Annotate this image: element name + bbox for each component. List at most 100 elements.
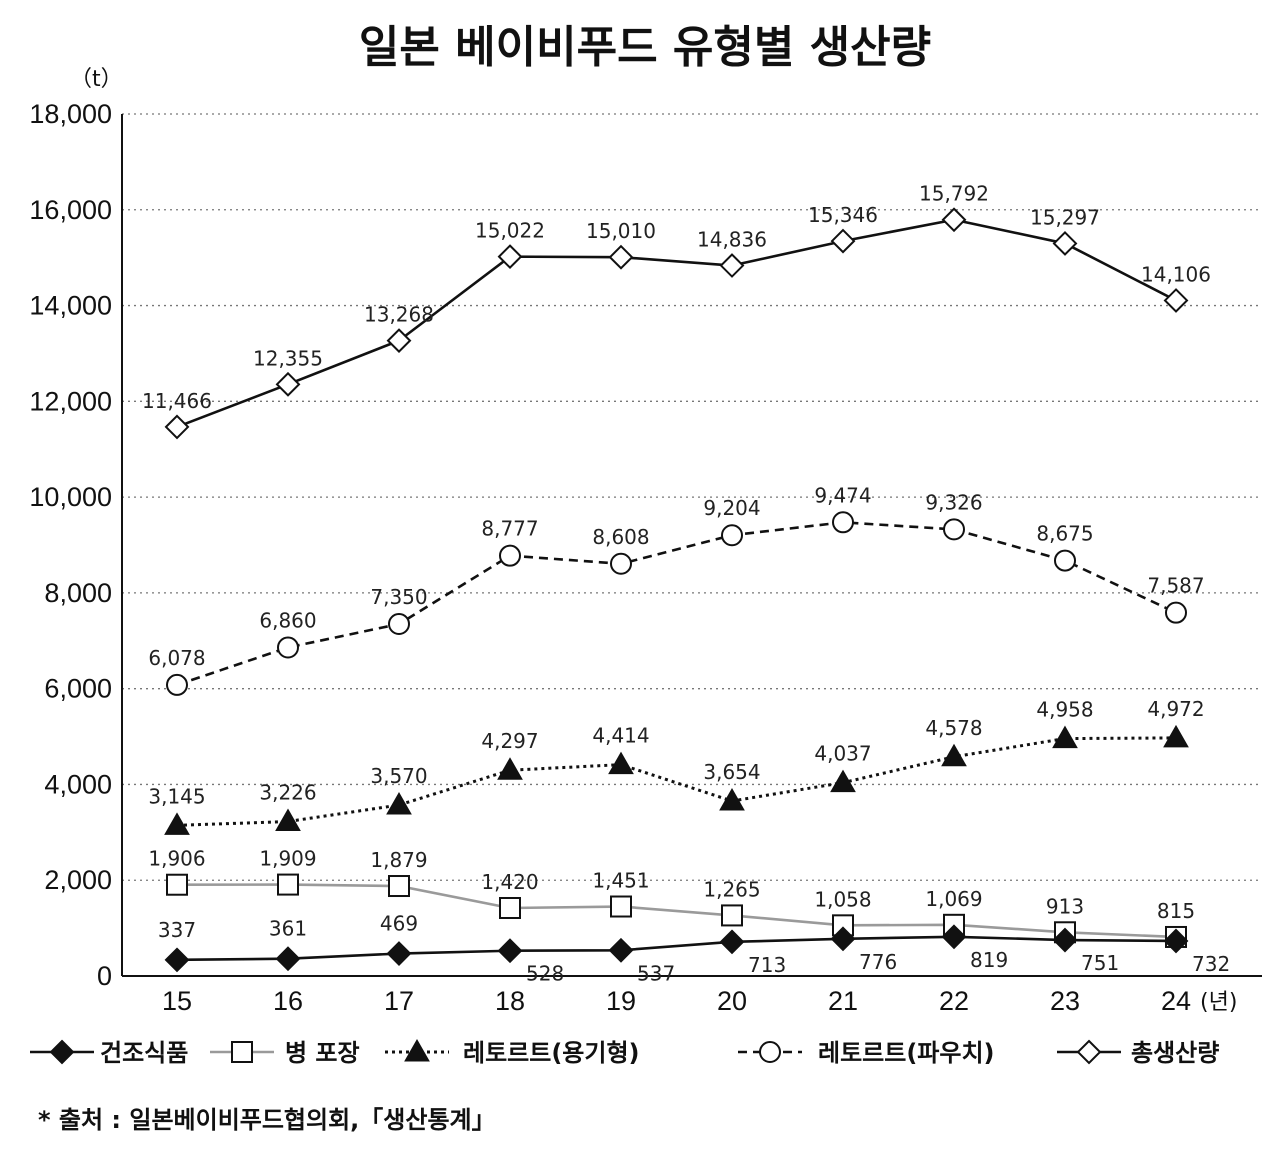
y-tick-label: 4,000 <box>44 769 112 799</box>
data-point <box>1054 549 1076 572</box>
data-label: 15,022 <box>475 219 545 243</box>
x-tick-label: 19 <box>606 986 636 1016</box>
data-point <box>164 947 190 973</box>
data-point <box>608 244 634 270</box>
data-label: 14,836 <box>697 228 767 252</box>
data-point <box>610 895 632 918</box>
data-label: 6,078 <box>148 646 205 670</box>
data-point <box>277 636 299 659</box>
chart-title: 일본 베이비푸드 유형별 생산량 <box>359 22 931 73</box>
data-label: 3,654 <box>703 760 760 784</box>
data-point <box>275 808 301 832</box>
data-point <box>1052 725 1078 749</box>
data-label: 1,069 <box>925 887 982 911</box>
legend-label: 레토르트(용기형) <box>463 1039 640 1067</box>
data-point <box>164 414 190 440</box>
data-point <box>497 938 523 964</box>
x-tick-label: 18 <box>495 986 525 1016</box>
y-tick-label: 18,000 <box>29 99 112 129</box>
data-label: 528 <box>526 962 564 986</box>
x-tick-label: 24 <box>1161 986 1191 1016</box>
series-병 포장 <box>166 873 1187 948</box>
y-tick-label: 0 <box>97 961 112 991</box>
legend-item: 건조식품 <box>30 1039 188 1067</box>
x-tick-label: 15 <box>162 986 192 1016</box>
x-tick-label: 16 <box>273 986 303 1016</box>
data-label: 4,297 <box>481 729 538 753</box>
y-tick-label: 14,000 <box>29 291 112 321</box>
data-label: 1,265 <box>703 877 760 901</box>
data-label: 537 <box>637 961 675 985</box>
data-label: 12,355 <box>253 346 323 370</box>
legend-label: 건조식품 <box>100 1039 188 1067</box>
data-label: 361 <box>269 917 307 941</box>
data-point <box>721 524 743 547</box>
x-tick-label: 22 <box>939 986 969 1016</box>
y-tick-label: 16,000 <box>29 195 112 225</box>
data-label: 713 <box>748 953 786 977</box>
data-point <box>497 757 523 780</box>
x-tick-label: 17 <box>384 986 414 1016</box>
data-label: 8,608 <box>592 525 649 549</box>
data-label: 7,350 <box>370 585 427 609</box>
data-point <box>608 751 634 775</box>
data-label: 9,326 <box>925 490 982 514</box>
data-point <box>499 896 521 919</box>
legend-marker <box>231 1041 253 1063</box>
data-point <box>499 544 521 567</box>
data-point <box>275 371 301 397</box>
y-axis-unit: （t） <box>70 67 123 92</box>
legend-label: 병 포장 <box>285 1039 360 1067</box>
legend-label: 레토르트(파우치) <box>818 1039 995 1067</box>
data-label: 1,451 <box>592 869 649 893</box>
series-레토르트(용기형) <box>164 724 1189 835</box>
data-label: 1,906 <box>148 847 205 871</box>
series-건조식품 <box>164 924 1189 973</box>
data-point <box>608 937 634 963</box>
data-label: 4,578 <box>925 716 982 740</box>
data-point <box>1163 288 1189 313</box>
data-point <box>277 873 299 896</box>
legend-item: 병 포장 <box>210 1039 360 1067</box>
data-label: 4,958 <box>1036 698 1093 722</box>
legend-marker <box>49 1039 75 1065</box>
source-note: * 출처 : 일본베이비푸드협의회,「생산통계」 <box>38 1106 496 1134</box>
data-label: 3,226 <box>259 781 316 805</box>
data-label: 13,268 <box>364 303 434 327</box>
data-label: 4,972 <box>1147 697 1204 721</box>
data-label: 9,474 <box>814 483 871 507</box>
data-point <box>719 929 745 955</box>
data-point <box>941 924 967 950</box>
data-label: 913 <box>1046 894 1084 918</box>
data-point <box>943 518 965 541</box>
legend-label: 총생산량 <box>1131 1039 1219 1067</box>
y-tick-label: 10,000 <box>29 482 112 512</box>
data-label: 815 <box>1157 899 1195 923</box>
x-tick-label: 23 <box>1050 986 1080 1016</box>
data-point <box>610 552 632 575</box>
data-point <box>386 941 412 966</box>
data-point <box>164 812 190 835</box>
data-label: 15,010 <box>586 219 656 243</box>
data-label: 776 <box>859 950 897 974</box>
data-point <box>388 875 410 898</box>
data-point <box>719 788 745 811</box>
data-label: 7,587 <box>1147 574 1204 598</box>
legend-item: 총생산량 <box>1057 1039 1219 1067</box>
x-tick-label: 21 <box>828 986 858 1016</box>
data-point <box>719 253 745 278</box>
data-point <box>386 328 412 354</box>
legend-item: 레토르트(용기형) <box>385 1038 640 1067</box>
data-label: 8,777 <box>481 517 538 541</box>
data-label: 1,879 <box>370 848 427 872</box>
series-line <box>176 935 1177 962</box>
data-label: 4,414 <box>592 724 649 748</box>
legend-marker <box>1076 1039 1102 1065</box>
data-point <box>830 228 856 254</box>
series-line <box>176 736 1177 827</box>
y-tick-label: 6,000 <box>44 674 112 704</box>
x-tick-label: 20 <box>717 986 747 1016</box>
data-label: 819 <box>970 948 1008 972</box>
data-label: 8,675 <box>1036 522 1093 546</box>
